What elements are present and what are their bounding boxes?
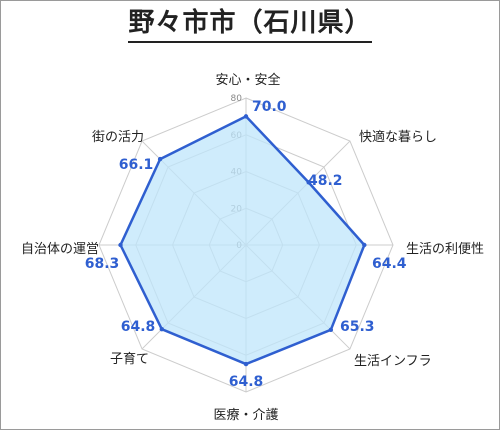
- radar-series: [118, 114, 367, 367]
- data-point-1: [306, 180, 311, 185]
- axis-label-0: 安心・安全: [215, 72, 280, 88]
- value-label-3: 65.3: [340, 319, 375, 335]
- axis-label-2: 生活の利便性: [406, 242, 484, 257]
- data-point-2: [362, 242, 367, 248]
- data-point-0: [243, 114, 249, 119]
- value-label-5: 64.8: [121, 319, 156, 335]
- data-point-7: [157, 156, 163, 162]
- title-underline: [128, 41, 372, 43]
- axis-label-4: 医療・介護: [213, 407, 278, 423]
- data-point-6: [118, 242, 123, 248]
- value-label-7: 66.1: [119, 157, 154, 173]
- axis-label-3: 生活インフラ: [354, 354, 432, 369]
- chart-title: 野々市市（石川県）: [128, 8, 372, 38]
- value-label-4: 64.8: [229, 374, 264, 390]
- value-labels: 70.0 48.2 64.4 65.3 64.8 64.8 68.3 66.1: [85, 99, 407, 390]
- data-point-5: [159, 326, 165, 332]
- value-label-0: 70.0: [252, 99, 287, 115]
- axis-label-7: 街の活力: [92, 130, 144, 145]
- axis-label-5: 子育て: [110, 351, 149, 367]
- axis-label-1: 快適な暮らし: [359, 129, 437, 145]
- value-label-1: 48.2: [308, 173, 343, 189]
- axis-label-6: 自治体の運営: [21, 242, 99, 257]
- data-point-3: [328, 327, 334, 333]
- tick-label-80: 80: [231, 94, 243, 104]
- value-label-6: 68.3: [85, 256, 120, 272]
- data-point-4: [243, 361, 249, 367]
- series-area: [119, 115, 366, 366]
- value-label-2: 64.4: [372, 256, 407, 272]
